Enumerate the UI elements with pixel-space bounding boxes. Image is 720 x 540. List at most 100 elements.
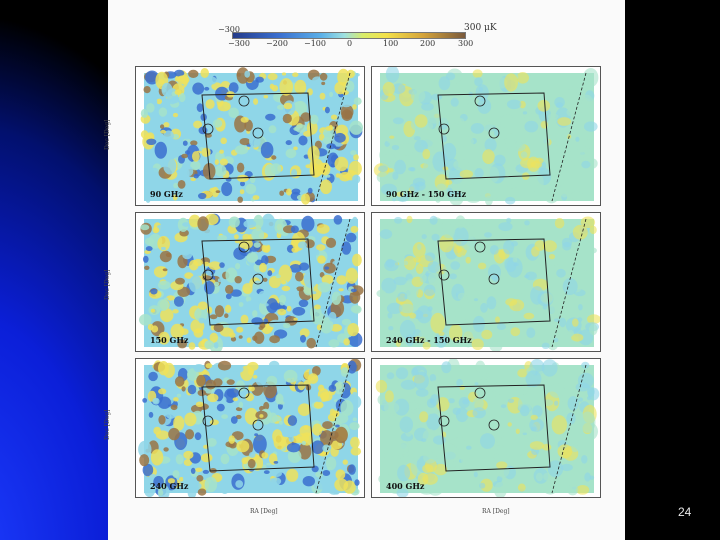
map-noise-blob [214, 159, 219, 165]
map-noise-blob [507, 398, 515, 403]
map-noise-blob [294, 79, 307, 95]
map-noise-blob [348, 160, 362, 177]
map-noise-blob [268, 125, 277, 134]
colorbar-tick: 100 [383, 39, 399, 48]
source-circle [238, 241, 250, 253]
map-noise-blob [393, 276, 408, 286]
map-noise-blob [329, 408, 336, 416]
map-noise-blob [281, 285, 291, 292]
map-noise-blob [551, 329, 559, 335]
map-noise-blob [589, 323, 598, 336]
map-noise-blob [253, 242, 261, 248]
map-noise-blob [219, 158, 228, 166]
map-noise-blob [474, 382, 479, 386]
map-noise-blob [385, 67, 400, 83]
map-noise-blob [197, 488, 207, 496]
map-noise-blob [214, 164, 227, 177]
map-noise-blob [485, 195, 493, 205]
map-noise-blob [183, 168, 190, 178]
map-noise-blob [194, 482, 202, 490]
map-noise-blob [225, 267, 238, 283]
map-noise-blob [394, 398, 410, 416]
map-noise-blob [165, 252, 172, 258]
map-noise-blob [326, 143, 336, 150]
map-noise-blob [146, 138, 157, 145]
map-noise-blob [212, 119, 223, 128]
map-noise-blob [584, 139, 592, 149]
field-outline [201, 238, 315, 326]
map-noise-blob [383, 319, 390, 326]
map-noise-blob [526, 327, 536, 338]
map-noise-blob [554, 217, 565, 229]
map-noise-blob [493, 154, 506, 166]
sky-map [373, 67, 599, 205]
map-noise-blob [457, 292, 467, 300]
map-noise-blob [160, 308, 174, 323]
map-noise-blob [142, 398, 148, 403]
map-noise-blob [483, 421, 493, 433]
map-noise-blob [167, 478, 175, 484]
map-noise-blob [566, 107, 580, 117]
map-noise-blob [394, 159, 406, 175]
map-noise-blob [466, 445, 472, 450]
map-noise-blob [319, 92, 326, 100]
map-noise-blob [236, 440, 250, 453]
map-noise-blob [447, 187, 453, 194]
map-noise-blob [388, 326, 394, 331]
galactic-latitude-line [551, 364, 587, 494]
map-noise-blob [143, 255, 149, 263]
map-noise-blob [305, 164, 312, 169]
map-noise-blob [278, 420, 283, 425]
map-noise-blob [433, 435, 446, 445]
map-noise-blob [303, 425, 309, 430]
map-noise-blob [348, 464, 356, 475]
map-noise-blob [196, 475, 204, 482]
map-noise-blob [542, 480, 558, 495]
map-noise-blob [253, 214, 264, 229]
map-noise-blob [211, 186, 220, 198]
map-noise-blob [331, 259, 346, 276]
map-noise-blob [345, 80, 355, 93]
map-noise-blob [224, 313, 229, 318]
map-noise-blob [449, 324, 463, 342]
map-noise-blob [392, 83, 406, 94]
map-noise-blob [151, 325, 159, 333]
map-noise-blob [299, 262, 310, 271]
colorbar-max-label: 300 μK [464, 23, 497, 33]
map-noise-blob [155, 430, 170, 440]
map-noise-blob [237, 196, 243, 203]
map-noise-blob [450, 97, 459, 107]
map-noise-blob [577, 317, 583, 322]
map-noise-blob [281, 72, 287, 76]
map-noise-blob [184, 412, 197, 427]
map-noise-blob [405, 334, 415, 347]
map-noise-blob [226, 388, 240, 398]
map-noise-blob [153, 475, 164, 489]
map-noise-blob [328, 384, 337, 392]
map-noise-blob [339, 171, 351, 182]
map-noise-blob [320, 430, 334, 447]
map-noise-blob [455, 215, 466, 229]
sky-map [376, 215, 600, 351]
map-noise-blob [419, 273, 427, 283]
map-noise-blob [397, 464, 411, 482]
map-noise-blob [379, 147, 394, 164]
map-noise-blob [486, 296, 497, 310]
map-noise-blob [587, 314, 600, 325]
map-noise-blob [196, 103, 204, 113]
map-noise-blob [240, 116, 249, 123]
map-noise-blob [496, 461, 508, 470]
map-noise-blob [320, 391, 333, 402]
map-noise-blob [204, 133, 212, 138]
map-noise-blob [532, 405, 543, 418]
map-noise-blob [421, 102, 434, 111]
map-noise-blob [298, 135, 308, 146]
map-noise-blob [278, 264, 292, 283]
map-noise-blob [286, 468, 299, 482]
panel-label: 90 GHz - 150 GHz [386, 189, 467, 199]
map-noise-blob [418, 331, 428, 343]
map-noise-blob [173, 415, 185, 431]
map-noise-blob [391, 144, 400, 151]
map-noise-blob [453, 159, 470, 171]
map-noise-blob [190, 382, 195, 386]
